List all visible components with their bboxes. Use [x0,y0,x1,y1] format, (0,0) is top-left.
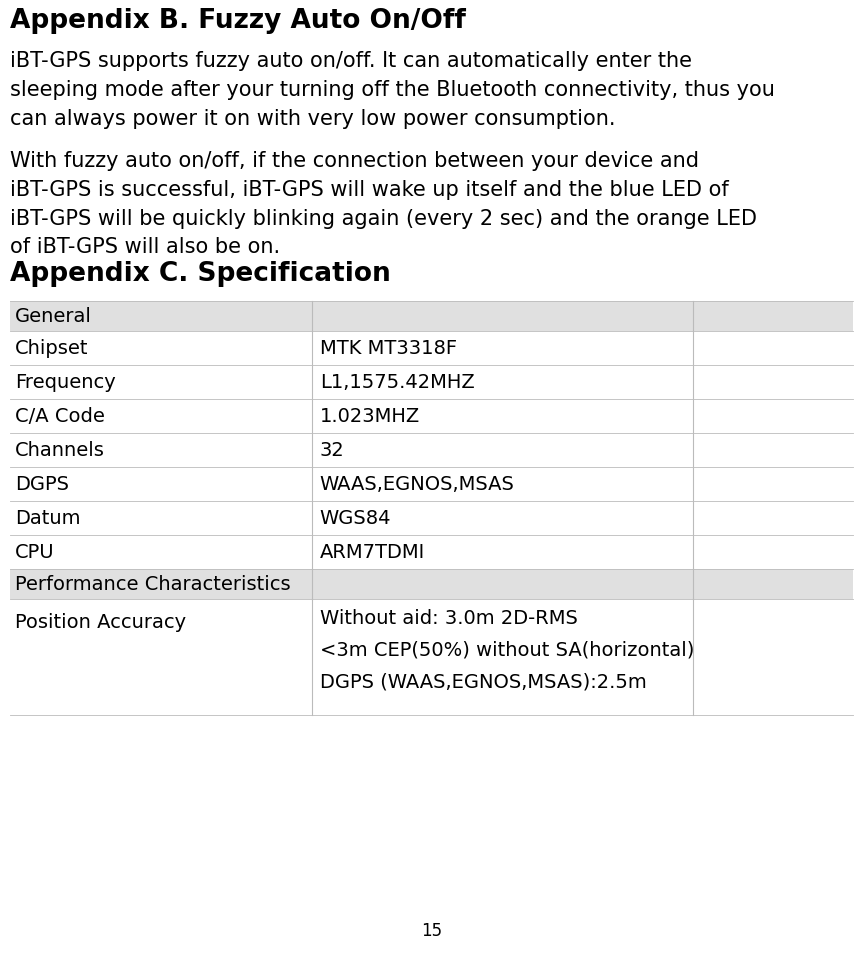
Text: Without aid: 3.0m 2D-RMS: Without aid: 3.0m 2D-RMS [320,609,577,628]
Text: Datum: Datum [15,508,80,527]
Text: Appendix C. Specification: Appendix C. Specification [10,261,391,287]
Text: WGS84: WGS84 [320,508,391,527]
Bar [10,501,853,535]
Bar [10,301,853,331]
Text: Channels: Channels [15,440,105,459]
Text: DGPS (WAAS,EGNOS,MSAS):2.5m: DGPS (WAAS,EGNOS,MSAS):2.5m [320,673,646,692]
Text: WAAS,EGNOS,MSAS: WAAS,EGNOS,MSAS [320,475,514,494]
Text: Appendix B. Fuzzy Auto On/Off: Appendix B. Fuzzy Auto On/Off [10,8,466,34]
Text: Performance Characteristics: Performance Characteristics [15,574,291,593]
Bar [10,331,853,365]
Text: Position Accuracy: Position Accuracy [15,613,186,632]
Text: iBT-GPS supports fuzzy auto on/off. It can automatically enter the
sleeping mode: iBT-GPS supports fuzzy auto on/off. It c… [10,51,775,128]
Text: General: General [15,306,91,325]
Text: CPU: CPU [15,543,54,562]
Bar [10,569,853,599]
Text: With fuzzy auto on/off, if the connection between your device and
iBT-GPS is suc: With fuzzy auto on/off, if the connectio… [10,151,757,257]
Text: 32: 32 [320,440,344,459]
Text: <3m CEP(50%) without SA(horizontal): <3m CEP(50%) without SA(horizontal) [320,641,694,660]
Bar [10,599,853,715]
Bar [10,365,853,399]
Text: Chipset: Chipset [15,339,89,358]
Text: MTK MT3318F: MTK MT3318F [320,339,457,358]
Text: C/A Code: C/A Code [15,407,105,426]
Bar [10,433,853,467]
Text: 1.023MHZ: 1.023MHZ [320,407,420,426]
Text: DGPS: DGPS [15,475,69,494]
Text: Frequency: Frequency [15,372,116,391]
Text: ARM7TDMI: ARM7TDMI [320,543,425,562]
Text: 15: 15 [421,922,442,940]
Bar [10,399,853,433]
Bar [10,535,853,569]
Bar [10,467,853,501]
Text: L1,1575.42MHZ: L1,1575.42MHZ [320,372,475,391]
